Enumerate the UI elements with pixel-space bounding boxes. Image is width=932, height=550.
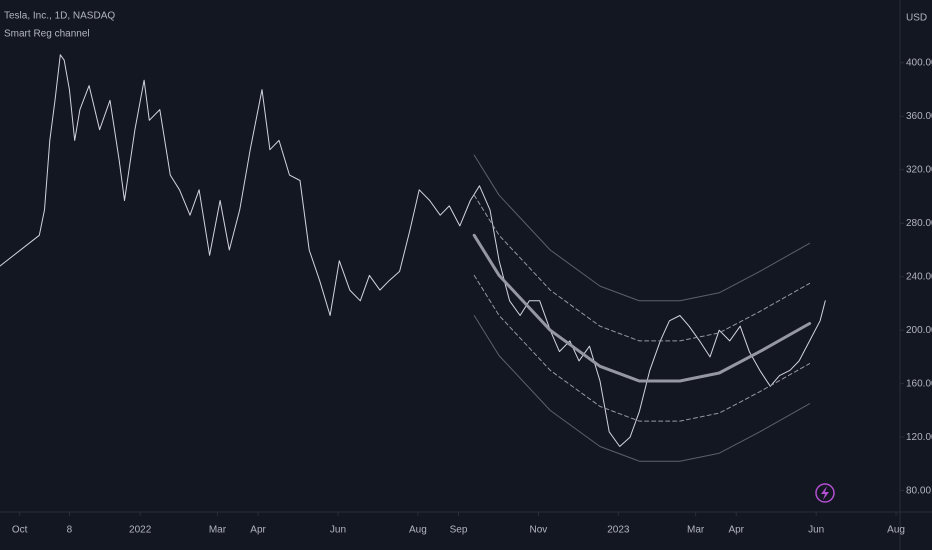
- lightning-icon[interactable]: [815, 483, 835, 503]
- series-line: [472, 233, 812, 383]
- y-tick-label: 200.00: [906, 325, 932, 336]
- y-tick-label: 240.00: [906, 271, 932, 282]
- icon-ring: [815, 483, 835, 503]
- currency-label: USD: [906, 13, 927, 24]
- y-tick-label: 320.00: [906, 164, 932, 175]
- y-tick-label: 280.00: [906, 218, 932, 229]
- y-tick-label: 400.00: [906, 57, 932, 68]
- y-tick-label: 360.00: [906, 111, 932, 122]
- x-tick-label: Apr: [250, 525, 266, 536]
- x-tick-label: Aug: [409, 525, 427, 536]
- icon-bolt: [821, 486, 829, 500]
- x-tick-label: 8: [67, 525, 73, 536]
- series-line: [473, 154, 811, 302]
- x-tick-label: Mar: [687, 525, 705, 536]
- y-tick-label: 80.00: [906, 485, 931, 496]
- x-tick-label: Mar: [209, 525, 227, 536]
- x-tick-label: 2022: [129, 525, 152, 536]
- chart-title: Tesla, Inc., 1D, NASDAQ: [4, 11, 115, 22]
- x-tick-label: Jun: [808, 525, 824, 536]
- x-tick-label: Aug: [887, 525, 905, 536]
- indicator-name: Smart Reg channel: [4, 29, 90, 40]
- x-tick-label: Nov: [530, 525, 548, 536]
- series-line: [473, 274, 811, 422]
- y-tick-label: 120.00: [906, 432, 932, 443]
- series-line: [473, 315, 811, 462]
- series-line: [0, 54, 826, 447]
- x-tick-label: 2023: [607, 525, 630, 536]
- x-tick-label: Apr: [728, 525, 744, 536]
- x-tick-label: Sep: [450, 525, 468, 536]
- x-tick-label: Oct: [12, 525, 28, 536]
- y-tick-label: 160.00: [906, 378, 932, 389]
- series-line: [473, 194, 811, 342]
- x-tick-label: Jun: [330, 525, 346, 536]
